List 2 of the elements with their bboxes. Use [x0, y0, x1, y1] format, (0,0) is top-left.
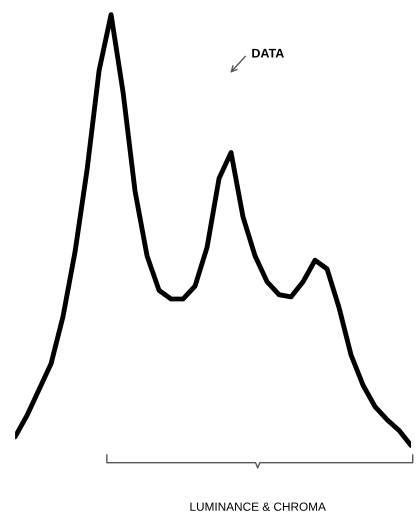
annotation: DATA	[252, 48, 284, 58]
text: LUMINANCE & CHROMA	[190, 502, 326, 511]
